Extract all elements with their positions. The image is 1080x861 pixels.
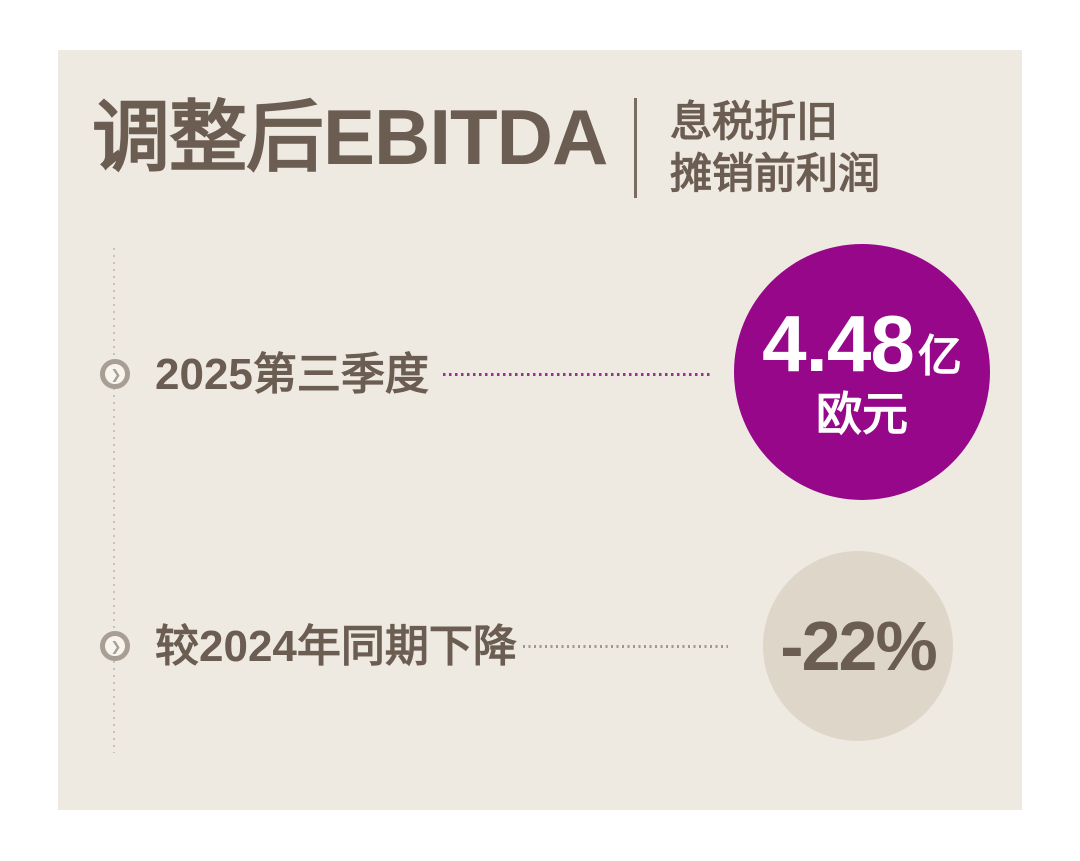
row1-unit: 亿	[917, 331, 962, 381]
chevron-right-icon: ❯	[110, 638, 122, 654]
subtitle: 息税折旧 摊销前利润	[670, 96, 880, 200]
bullet-chevron-icon: ❯	[100, 631, 130, 661]
row2-value-circle: -22%	[763, 551, 953, 741]
row1-value-line: 4.48 亿	[762, 298, 962, 388]
row2-label: 较2024年同期下降	[155, 622, 517, 671]
timeline-dotted-line	[113, 248, 115, 753]
row1-dotted-connector	[443, 373, 711, 376]
header-divider	[634, 98, 637, 198]
row2-dotted-connector	[523, 645, 728, 648]
subtitle-line2: 摊销前利润	[670, 150, 881, 198]
page-title: 调整后EBITDA	[92, 93, 608, 181]
row1-value-circle: 4.48 亿 欧元	[734, 244, 990, 500]
subtitle-line1: 息税折旧	[670, 98, 839, 145]
kpi-card: 调整后EBITDA 息税折旧 摊销前利润 ❯ 2025第三季度 4.48 亿 欧…	[58, 50, 1022, 810]
chevron-right-icon: ❯	[110, 366, 122, 382]
row1-label: 2025第三季度	[155, 350, 429, 399]
row1-value: 4.48	[762, 298, 915, 388]
row2-value: -22%	[780, 607, 937, 685]
bullet-chevron-icon: ❯	[100, 359, 130, 389]
row1-currency: 欧元	[816, 387, 908, 440]
